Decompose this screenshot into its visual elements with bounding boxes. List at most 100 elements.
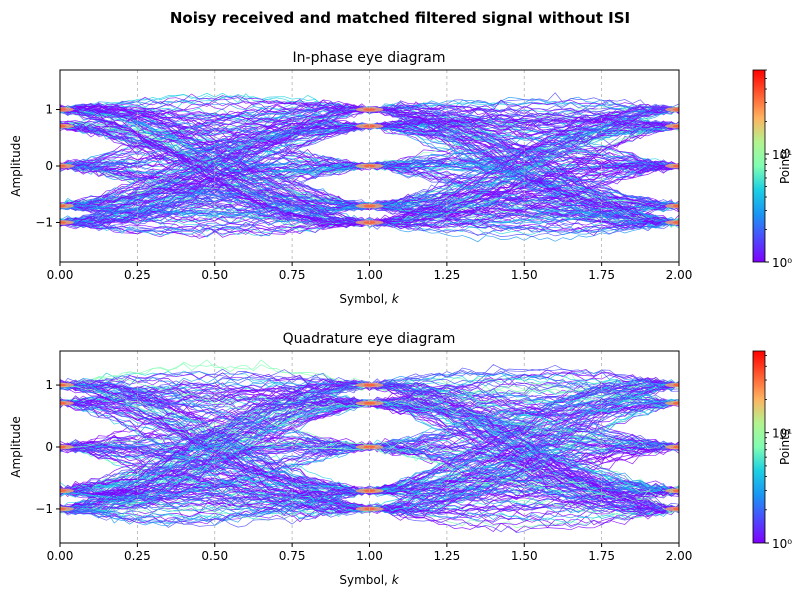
- convergence-core: [60, 383, 66, 387]
- x-tick-label: 0.25: [124, 268, 151, 282]
- quadrature-plot-area: [60, 359, 679, 534]
- x-tick-label: 2.00: [666, 268, 693, 282]
- quadrature-colorbar-gradient: [752, 350, 766, 544]
- convergence-point: [60, 488, 74, 494]
- convergence-core: [673, 401, 679, 405]
- eye-trace: [60, 106, 679, 225]
- inphase-colorbar-label: Points: [778, 148, 792, 184]
- convergence-core: [673, 489, 679, 493]
- convergence-core: [60, 108, 66, 111]
- convergence-point: [60, 400, 74, 406]
- inphase-panel: In-phase eye diagram 0.00 0.25 0.50 0.75 1.0…: [9, 50, 792, 306]
- inphase-ylabel: Amplitude: [9, 135, 23, 197]
- colorbar-tick-label: 10⁰: [772, 256, 792, 270]
- convergence-core: [363, 108, 376, 111]
- inphase-colorbar-gradient: [752, 69, 766, 263]
- eye-trace: [60, 379, 679, 511]
- convergence-point: [665, 123, 679, 129]
- convergence-core: [60, 164, 66, 168]
- x-tick-label: 0.75: [279, 268, 306, 282]
- convergence-core: [363, 401, 376, 405]
- x-tick-label: 1.00: [356, 549, 383, 563]
- colorbar-tick-label: 10¹: [772, 148, 792, 162]
- inphase-grid: [136, 70, 603, 262]
- convergence-core: [673, 383, 679, 387]
- convergence-point: [60, 203, 74, 209]
- x-tick-label: 2.00: [666, 549, 693, 563]
- convergence-core: [673, 204, 679, 208]
- y-tick-label: 1: [45, 378, 53, 392]
- quadrature-title: Quadrature eye diagram: [283, 331, 456, 347]
- convergence-core: [60, 124, 66, 128]
- eye-trace: [60, 443, 679, 496]
- inphase-colorbar-ticks: 10⁰ 10¹: [765, 69, 792, 270]
- x-tick-label: 1.50: [511, 268, 538, 282]
- inphase-xlabel: Symbol, k: [339, 292, 399, 306]
- x-tick-label: 1.25: [434, 268, 461, 282]
- convergence-point: [665, 488, 679, 494]
- convergence-point: [60, 163, 74, 169]
- convergence-core: [673, 445, 679, 449]
- convergence-core: [60, 204, 66, 208]
- y-tick-label: −1: [35, 502, 53, 516]
- convergence-core: [673, 164, 679, 168]
- x-tick-label: 0.00: [47, 268, 74, 282]
- eye-trace: [60, 400, 679, 515]
- quadrature-colorbar: 10⁰ 10¹ Points: [752, 350, 792, 551]
- x-tick-label: 0.50: [201, 549, 228, 563]
- x-tick-label: 0.25: [124, 549, 151, 563]
- convergence-core: [60, 507, 66, 511]
- quadrature-y-ticks: 1 0 −1: [35, 378, 60, 516]
- convergence-point: [60, 220, 74, 225]
- inphase-colorbar: 10⁰ 10¹ Points: [752, 69, 792, 270]
- convergence-core: [673, 507, 679, 511]
- quadrature-xlabel: Symbol, k: [339, 573, 399, 587]
- convergence-point: [60, 107, 74, 112]
- convergence-point: [60, 382, 74, 388]
- eye-trace: [60, 481, 679, 512]
- convergence-point: [665, 220, 679, 225]
- inphase-title: In-phase eye diagram: [293, 50, 446, 66]
- quadrature-panel: Quadrature eye diagram 0.00 0.25 0.50 0.75 1…: [9, 331, 792, 587]
- x-tick-label: 0.50: [201, 268, 228, 282]
- quadrature-colorbar-label: Points: [778, 429, 792, 465]
- inphase-x-ticks: 0.00 0.25 0.50 0.75 1.00 1.25 1.50 1.75 2.00: [47, 262, 693, 282]
- eye-trace: [60, 120, 679, 230]
- x-tick-label: 1.00: [356, 268, 383, 282]
- convergence-point: [665, 107, 679, 112]
- convergence-point: [665, 506, 679, 512]
- x-tick-label: 1.50: [511, 549, 538, 563]
- convergence-core: [363, 383, 376, 387]
- convergence-core: [60, 489, 66, 493]
- quadrature-x-ticks: 0.00 0.25 0.50 0.75 1.00 1.25 1.50 1.75 2.00: [47, 543, 693, 563]
- convergence-point: [60, 444, 74, 450]
- convergence-core: [60, 445, 66, 449]
- convergence-core: [60, 221, 66, 224]
- y-tick-label: 0: [45, 159, 53, 173]
- convergence-point: [665, 400, 679, 406]
- inphase-y-ticks: 1 0 −1: [35, 103, 60, 229]
- convergence-point: [665, 203, 679, 209]
- convergence-point: [665, 444, 679, 450]
- eye-trace: [60, 470, 679, 513]
- x-tick-label: 0.00: [47, 549, 74, 563]
- colorbar-tick-label: 10¹: [772, 427, 792, 441]
- convergence-point: [665, 163, 679, 169]
- inphase-plot-area: [60, 92, 679, 243]
- convergence-core: [363, 204, 376, 208]
- eye-trace: [60, 152, 679, 214]
- eye-trace: [60, 439, 679, 523]
- convergence-point: [60, 123, 74, 129]
- y-tick-label: 1: [45, 103, 53, 117]
- y-tick-label: 0: [45, 440, 53, 454]
- convergence-core: [673, 108, 679, 111]
- convergence-core: [673, 124, 679, 128]
- convergence-point: [665, 382, 679, 388]
- quadrature-grid: [136, 351, 603, 543]
- convergence-core: [673, 221, 679, 224]
- x-tick-label: 1.25: [434, 549, 461, 563]
- x-tick-label: 1.75: [588, 268, 615, 282]
- x-tick-label: 0.75: [279, 549, 306, 563]
- convergence-core: [60, 401, 66, 405]
- quadrature-ylabel: Amplitude: [9, 416, 23, 478]
